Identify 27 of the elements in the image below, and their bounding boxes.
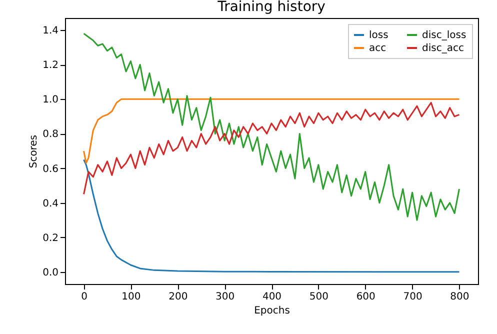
x-tick-label: 400	[262, 292, 282, 302]
legend-label: disc_loss	[422, 30, 466, 41]
x-tick-label: 200	[168, 292, 188, 302]
y-tick-label: 0.6	[42, 164, 58, 175]
y-axis-title: Scores	[28, 134, 40, 168]
legend-label: disc_acc	[422, 43, 464, 54]
x-tick-label: 500	[309, 292, 328, 302]
chart-title: Training history	[216, 0, 326, 15]
line-series	[83, 98, 460, 164]
y-tick-label: 0.2	[42, 232, 58, 244]
y-tick-label: 1.0	[42, 94, 58, 106]
legend-label: acc	[369, 43, 386, 54]
y-tick-label: 1.4	[42, 26, 58, 37]
x-axis-title: Epochs	[254, 306, 290, 316]
legend-label: loss	[369, 30, 388, 41]
y-tick-label: 0.8	[42, 129, 58, 140]
y-tick-label: 0.4	[42, 198, 58, 210]
x-tick-label: 300	[216, 292, 235, 302]
line-series	[83, 102, 460, 195]
y-tick-label: 1.2	[42, 60, 58, 72]
line-series	[83, 158, 460, 273]
x-tick-label: 700	[403, 292, 422, 302]
y-tick-label: 0.0	[42, 267, 58, 278]
x-tick-label: 600	[356, 292, 376, 302]
x-tick-label: 800	[450, 292, 470, 302]
x-tick-label: 100	[122, 292, 141, 302]
x-tick-label: 0	[81, 292, 88, 302]
